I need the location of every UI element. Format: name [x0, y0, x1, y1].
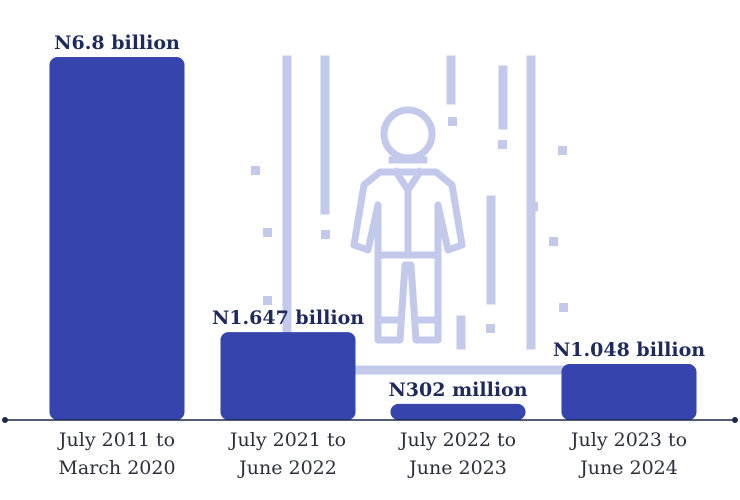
x-tick-label: July 2023 to — [569, 429, 687, 451]
bar-value-label: N1.048 billion — [553, 339, 705, 361]
x-tick-label: July 2011 to — [57, 429, 175, 451]
bar-value-label: N1.647 billion — [212, 307, 364, 329]
bar-2 — [220, 332, 356, 420]
x-axis — [2, 417, 738, 423]
x-tick-label: July 2021 to — [228, 429, 346, 451]
x-tick-label: July 2022 to — [398, 429, 516, 451]
x-axis-left-dot — [2, 417, 8, 423]
bar-value-label: N302 million — [388, 379, 527, 401]
x-axis-right-dot — [732, 417, 738, 423]
bar-4 — [561, 364, 697, 420]
value-labels: N6.8 billion N1.647 billion N302 million N1… — [54, 32, 705, 401]
x-tick-label: June 2023 — [407, 457, 507, 479]
bar-value-label: N6.8 billion — [54, 32, 180, 54]
bar-1 — [49, 57, 185, 420]
x-tick-labels: July 2011 to March 2020 July 2021 to June 2… — [57, 429, 687, 479]
bar-3 — [390, 403, 526, 420]
bar-series — [49, 57, 697, 420]
x-tick-label: June 2022 — [237, 457, 337, 479]
x-tick-label: March 2020 — [58, 457, 175, 479]
x-tick-label: June 2024 — [578, 457, 678, 479]
